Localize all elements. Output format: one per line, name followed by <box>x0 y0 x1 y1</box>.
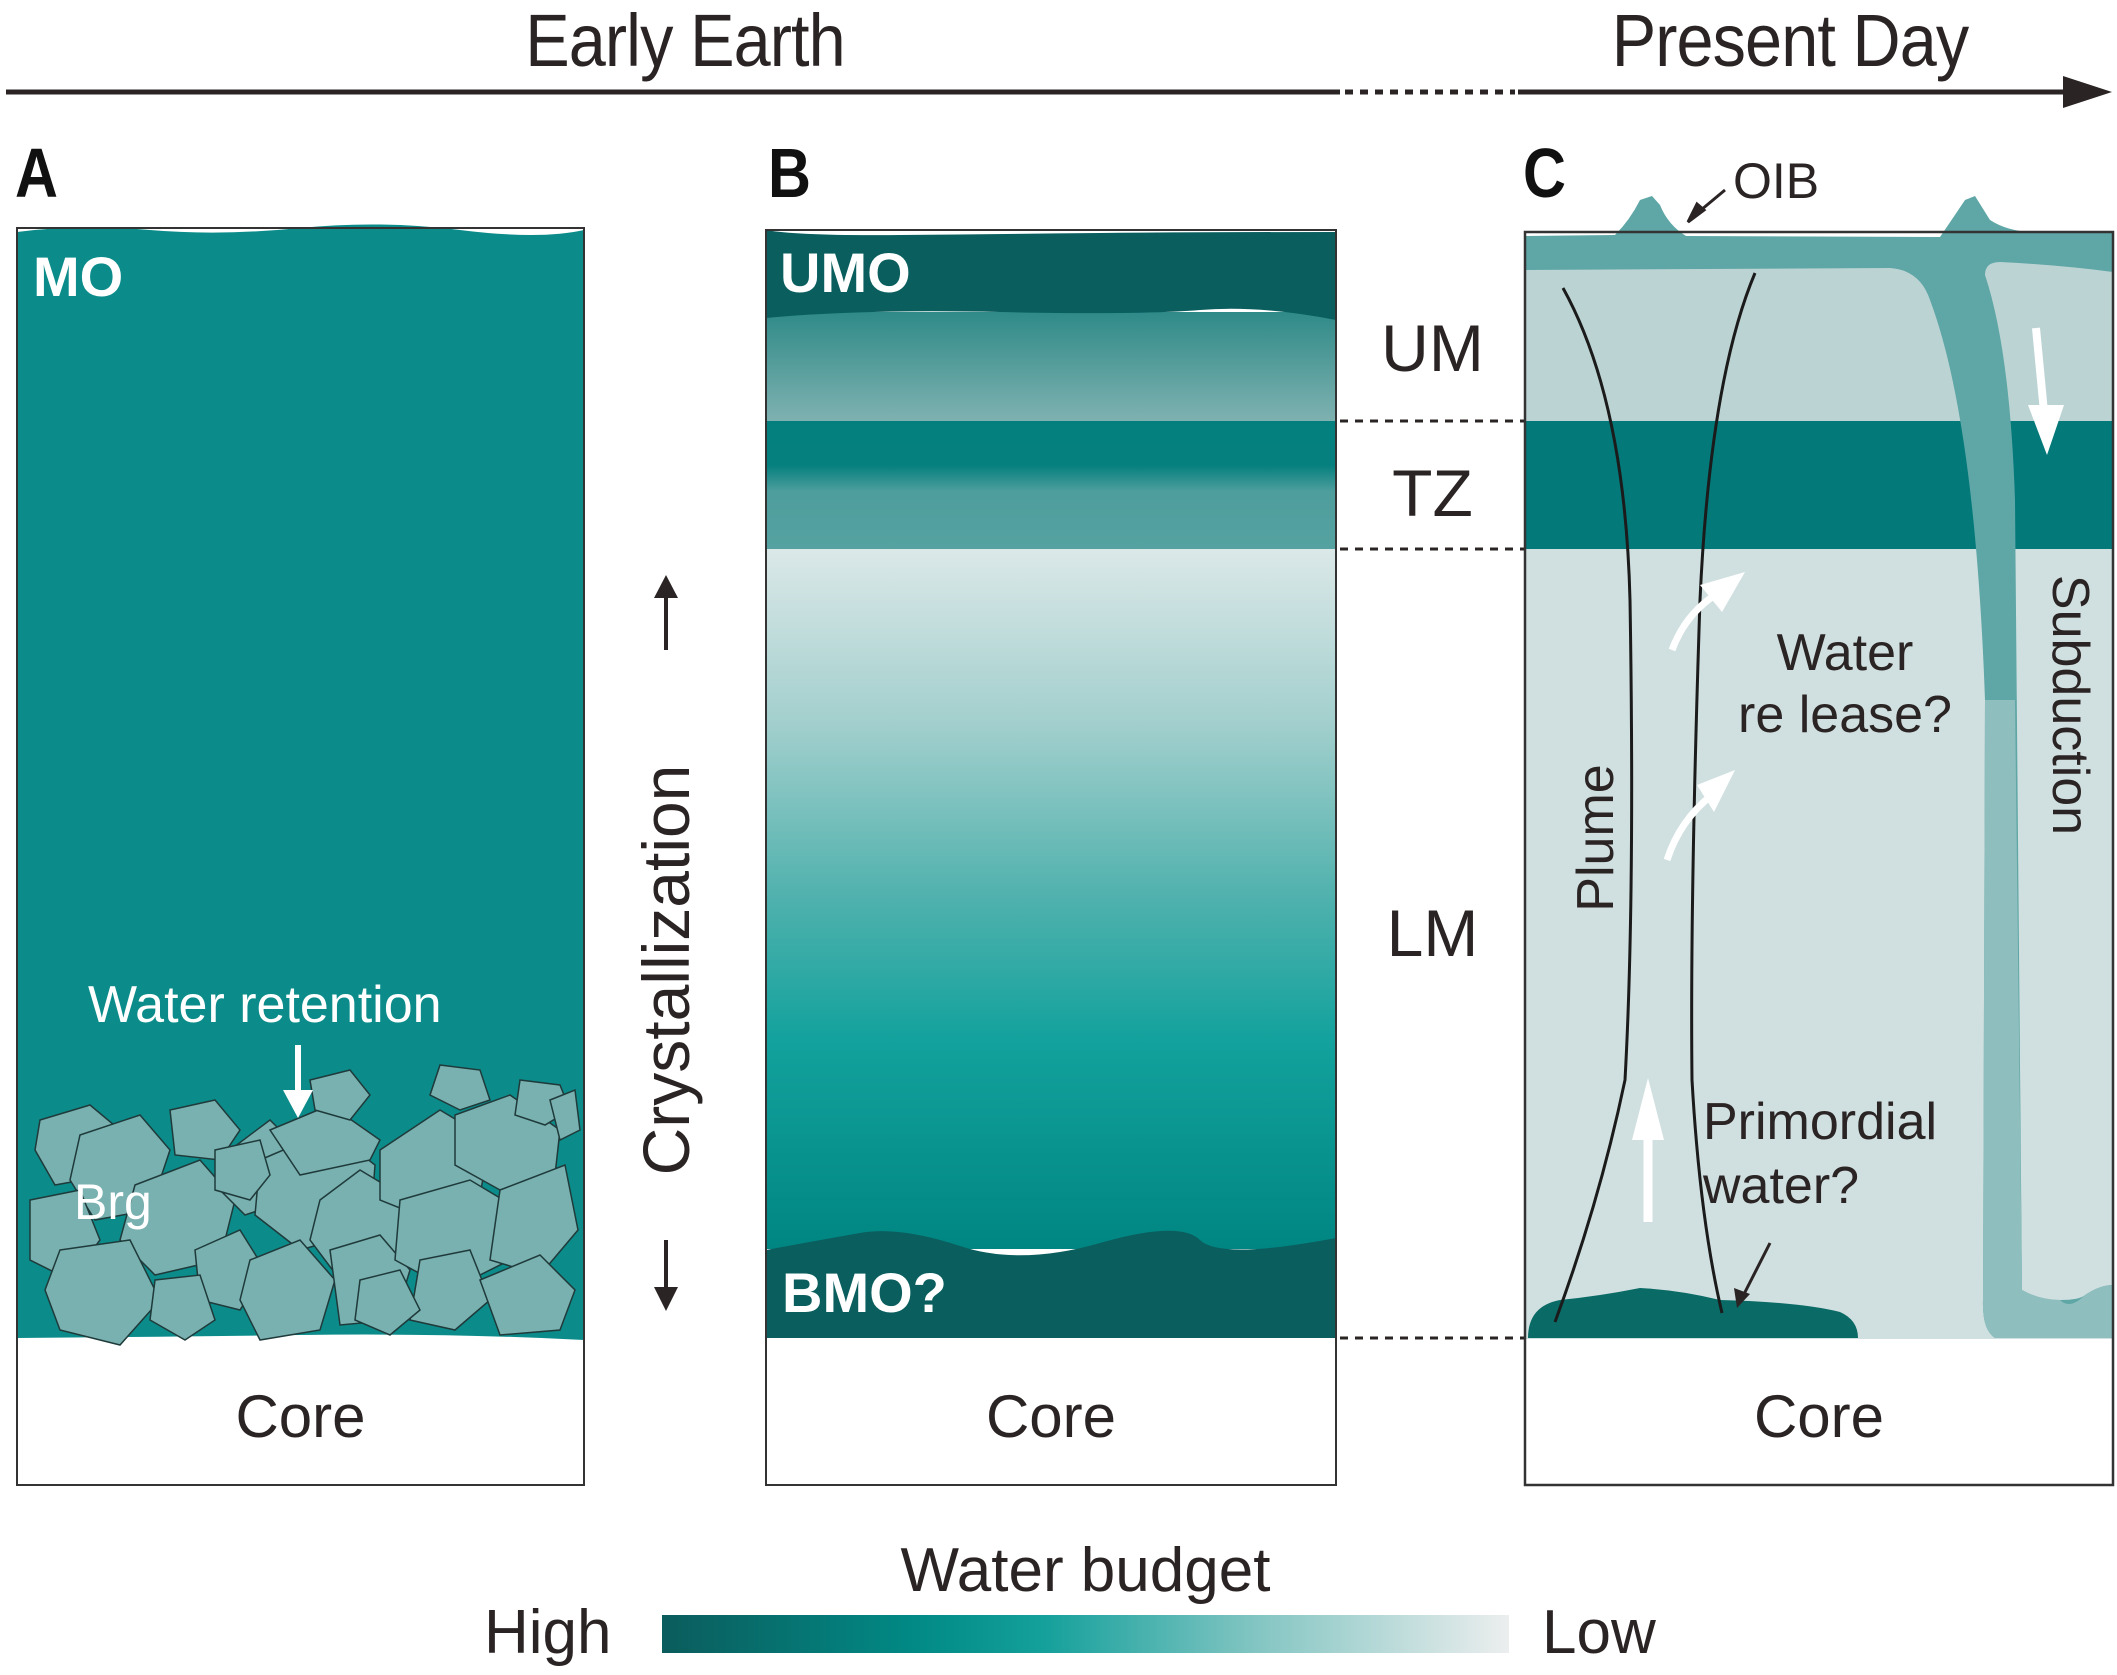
lm-label: LM <box>1386 896 1479 970</box>
panel-c-graphics <box>1523 188 2115 1487</box>
panel-b-letter: B <box>768 134 811 212</box>
bridgmanite-crystals <box>29 1064 581 1346</box>
legend-high-label: High <box>484 1598 612 1667</box>
brg-label: Brg <box>74 1174 152 1230</box>
oib-label: OIB <box>1733 153 1820 209</box>
um-label: UM <box>1381 311 1484 385</box>
panel-a-graphics <box>16 224 585 1486</box>
legend-low-label: Low <box>1542 1598 1656 1667</box>
core-label-c: Core <box>1753 1383 1885 1450</box>
panel-a-letter: A <box>15 134 58 212</box>
panel-b-graphics <box>765 229 1525 1486</box>
water-retention-label: Water retention <box>88 976 442 1034</box>
present-day-label: Present Day <box>1611 0 1969 82</box>
water-budget-colorbar <box>662 1615 1509 1653</box>
timeline-arrow <box>6 76 2112 108</box>
crystallization-arrows <box>654 575 678 1311</box>
legend-title: Water budget <box>900 1536 1271 1605</box>
primordial-line2: water? <box>1703 1157 1860 1215</box>
core-label-a: Core <box>235 1383 366 1450</box>
umo-label: UMO <box>780 241 911 304</box>
core-label-b: Core <box>985 1383 1117 1450</box>
bmo-label: BMO? <box>782 1261 947 1324</box>
tz-label: TZ <box>1392 456 1473 530</box>
subduction-label: Subduction <box>2041 574 2099 836</box>
mo-label: MO <box>33 245 124 308</box>
panel-c-letter: C <box>1523 134 1566 212</box>
water-release-line1: Water <box>1776 624 1914 682</box>
water-release-label: Water re lease? <box>1720 622 1970 746</box>
plume-label: Plume <box>1567 764 1625 912</box>
crystallization-label: Crystallization <box>629 764 703 1176</box>
primordial-water-label: Primordial water? <box>1703 1090 1937 1218</box>
early-earth-label: Early Earth <box>525 0 845 82</box>
water-release-line2: re lease? <box>1738 686 1952 744</box>
primordial-line1: Primordial <box>1703 1093 1938 1151</box>
